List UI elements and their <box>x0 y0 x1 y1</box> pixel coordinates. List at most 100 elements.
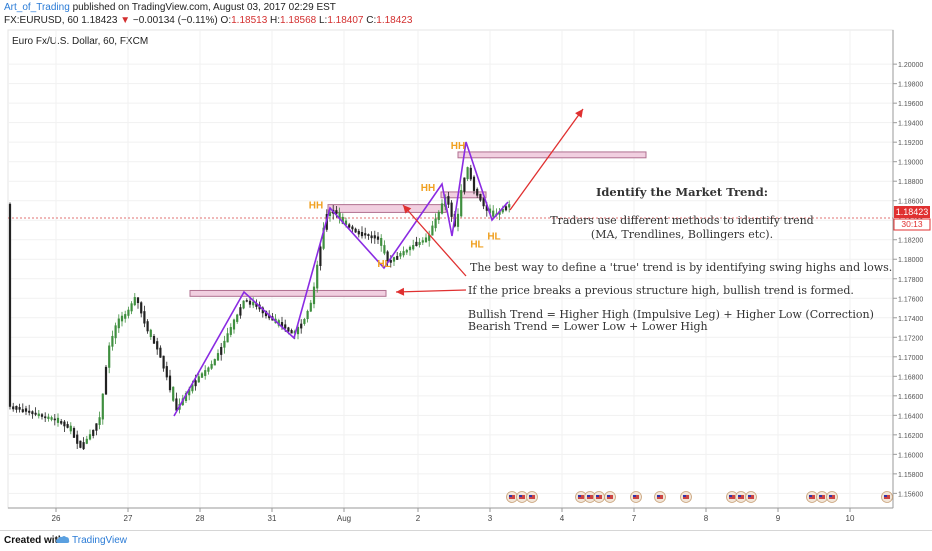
candle-body <box>156 341 159 350</box>
candle <box>482 197 485 210</box>
candle-body <box>450 202 453 217</box>
candle-body <box>56 417 60 423</box>
economic-event-flag-icon[interactable] <box>735 491 747 503</box>
candle <box>136 297 140 309</box>
candle-body <box>508 204 511 208</box>
candle <box>197 373 200 383</box>
economic-events[interactable] <box>506 491 893 503</box>
economic-event-flag-icon[interactable] <box>516 491 528 503</box>
annotation-heading: Identify the Market Trend: <box>596 185 768 199</box>
candle-body <box>268 314 271 319</box>
y-tick-label: 1.16200 <box>898 433 923 440</box>
y-tick-label: 1.19800 <box>898 82 923 89</box>
economic-event-flag-icon[interactable] <box>816 491 828 503</box>
tradingview-brand-link[interactable]: TradingView <box>72 535 128 546</box>
economic-event-flag-icon[interactable] <box>593 491 605 503</box>
economic-event-flag-icon[interactable] <box>630 491 642 503</box>
candle-body <box>66 424 69 428</box>
candle-body <box>18 407 21 410</box>
candle-body <box>383 245 386 254</box>
tradingview-cloud-icon <box>56 536 70 543</box>
candle-body <box>12 406 15 410</box>
candle-body <box>120 315 124 322</box>
candle-body <box>130 303 133 312</box>
candle <box>82 437 85 451</box>
candle-body <box>328 212 332 217</box>
candle-body <box>149 329 152 337</box>
candle-body <box>60 421 63 424</box>
candle-body <box>232 319 236 330</box>
candle-body <box>95 423 98 431</box>
economic-event-flag-icon[interactable] <box>745 491 757 503</box>
y-tick-label: 1.19600 <box>898 101 923 108</box>
annotation-arrows <box>395 108 584 296</box>
price-chart[interactable]: Euro Fx/U.S. Dollar, 60, FXCM 1.20000 1.1… <box>0 0 932 530</box>
y-tick-label: 1.19200 <box>898 140 923 147</box>
open-label: O: <box>220 15 232 26</box>
x-tick-label: 31 <box>268 514 277 523</box>
economic-event-flag-icon[interactable] <box>826 491 838 503</box>
event-flag-canton <box>819 495 822 497</box>
candle-body <box>47 416 50 419</box>
economic-event-flag-icon[interactable] <box>654 491 666 503</box>
economic-event-flag-icon[interactable] <box>680 491 692 503</box>
candle <box>447 191 450 208</box>
candle-body <box>210 363 213 369</box>
candle-body <box>405 249 408 253</box>
high-value: 1.18568 <box>280 15 317 26</box>
swing-label-hh: HH <box>451 141 465 152</box>
candle <box>12 402 15 412</box>
candle-body <box>312 286 316 305</box>
candle <box>469 164 472 182</box>
y-tick-label: 1.15600 <box>898 491 923 498</box>
candle-body <box>44 416 47 419</box>
economic-event-flag-icon[interactable] <box>526 491 538 503</box>
candle-body <box>117 318 120 329</box>
candle-body <box>8 203 12 407</box>
candle <box>175 392 178 413</box>
candle-body <box>188 389 191 396</box>
candle <box>431 221 434 236</box>
candle <box>492 205 495 219</box>
candle-body <box>69 425 72 432</box>
candle <box>88 429 92 441</box>
candle <box>104 365 108 395</box>
event-flag-canton <box>607 495 610 497</box>
candle <box>466 166 469 182</box>
candles <box>8 164 511 451</box>
candle <box>242 300 245 310</box>
candle-body <box>287 327 290 332</box>
candle-body <box>229 327 232 335</box>
candle <box>50 415 53 422</box>
candle <box>21 403 24 413</box>
candle-body <box>53 418 56 421</box>
candle-body <box>303 318 306 324</box>
candle <box>34 407 37 417</box>
candle-body <box>194 380 197 387</box>
candle-body <box>133 297 136 306</box>
candle-body <box>175 398 178 411</box>
economic-event-flag-icon[interactable] <box>806 491 818 503</box>
economic-event-flag-icon[interactable] <box>881 491 893 503</box>
candle-body <box>338 212 341 219</box>
price-change: −0.00134 (−0.11%) <box>132 15 218 26</box>
low-label: L: <box>318 15 328 26</box>
candle-body <box>220 346 223 355</box>
candle-body <box>213 359 216 366</box>
y-tick-label: 1.16000 <box>898 452 923 459</box>
candle-body <box>300 323 303 329</box>
candle <box>252 297 255 309</box>
candle <box>392 256 396 267</box>
candle-body <box>440 203 444 214</box>
arrow-line <box>402 204 467 277</box>
author-link[interactable]: Art_of_Trading <box>4 2 70 13</box>
candle-body <box>197 376 200 383</box>
candle-body <box>15 405 18 410</box>
economic-event-flag-icon[interactable] <box>506 491 518 503</box>
candle-body <box>248 300 252 305</box>
economic-event-flag-icon[interactable] <box>604 491 616 503</box>
candle <box>226 327 229 343</box>
candle-body <box>140 302 143 314</box>
candle-body <box>200 373 204 378</box>
candle <box>140 301 143 318</box>
